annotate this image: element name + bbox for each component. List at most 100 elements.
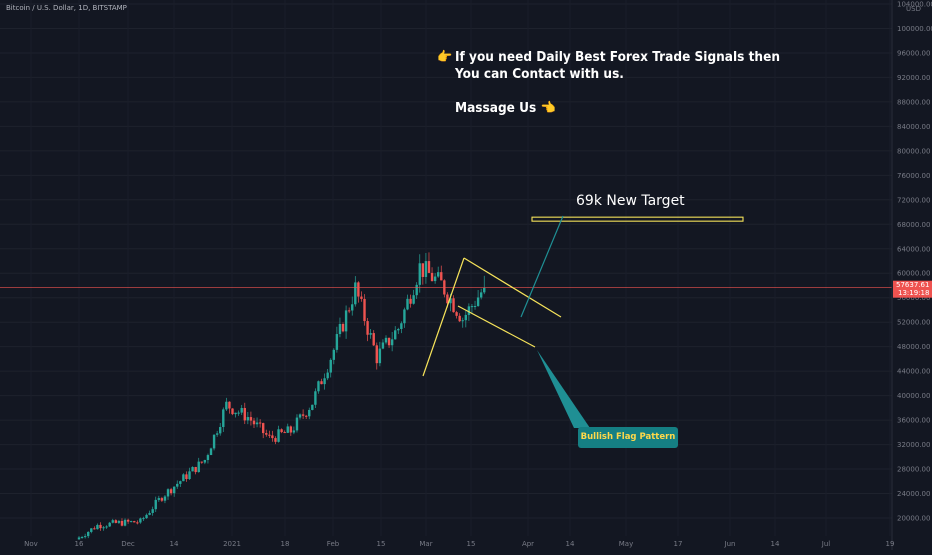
candle-body [83, 536, 87, 538]
candle-body [375, 345, 378, 364]
candle-body [338, 323, 342, 335]
candle-body [320, 381, 323, 385]
candle-body [400, 323, 403, 330]
candle-body [369, 333, 372, 335]
candle-body [412, 295, 415, 304]
time-tick-label: 2021 [223, 540, 241, 548]
candle-body [209, 448, 213, 456]
price-tick-label: 104000.00 [897, 1, 932, 9]
price-tick-label: 24000.00 [897, 490, 930, 498]
candle-body [421, 263, 425, 277]
candle-body [286, 426, 289, 433]
price-tick-label: 96000.00 [897, 49, 930, 57]
candle-body [243, 408, 246, 421]
candle-body [378, 348, 382, 364]
candle-body [301, 414, 305, 416]
candle-body [200, 461, 203, 463]
pointing-hand-icon: 👉 [437, 49, 453, 65]
candle-body [87, 531, 90, 537]
candle-body [77, 537, 81, 540]
time-tick-label: Feb [327, 540, 340, 548]
time-tick-label: 18 [281, 540, 290, 548]
candle-body [151, 509, 154, 513]
note-line-3: Massage Us [455, 100, 537, 116]
candle-body [123, 519, 127, 526]
candle-body [366, 321, 369, 335]
callout-pointer [537, 350, 590, 428]
candle-body [360, 296, 363, 299]
candle-body [314, 391, 317, 405]
candle-body [274, 438, 277, 442]
candle-body [249, 417, 253, 421]
time-tick-label: 14 [566, 540, 575, 548]
candle-body [203, 459, 207, 463]
candle-body [265, 433, 268, 435]
candle-body [467, 306, 471, 315]
candle-body [166, 489, 170, 497]
symbol-header: Bitcoin / U.S. Dollar, 1D, BITSTAMP [6, 4, 127, 12]
candle-body [483, 287, 486, 293]
price-tick-label: 92000.00 [897, 74, 930, 82]
candle-body [191, 466, 194, 472]
candle-body [452, 298, 455, 313]
price-tick-label: 56000.00 [897, 294, 930, 302]
candle-body [406, 298, 409, 310]
candle-body [222, 409, 225, 428]
candle-body [145, 514, 148, 519]
candle-body [418, 263, 421, 285]
candle-body [271, 435, 274, 439]
candle-body [323, 378, 326, 385]
price-tick-label: 32000.00 [897, 441, 930, 449]
candle-body [179, 481, 182, 484]
currency-label: USD [906, 5, 921, 13]
candle-body [387, 337, 391, 346]
candle-body [415, 284, 418, 296]
candle-body [240, 408, 243, 413]
candle-body [163, 496, 167, 501]
candle-body [129, 521, 133, 523]
target-box [531, 216, 744, 222]
candle-body [430, 272, 434, 282]
candle-body [384, 337, 388, 343]
candle-body [93, 528, 96, 530]
price-tick-label: 20000.00 [897, 515, 930, 523]
candle-body [136, 522, 139, 524]
candle-body [311, 404, 314, 410]
candle-body [292, 430, 296, 433]
candle-body [458, 315, 461, 322]
candle-body [455, 312, 458, 316]
chart-drawings [0, 215, 892, 428]
price-axis: 20000.00 24000.00 28000.00 32000.00 36000.00… [891, 0, 932, 550]
candle-body [335, 334, 339, 350]
candle-body [228, 401, 231, 409]
time-tick-label: Mar [419, 540, 432, 548]
price-tick-label: 84000.00 [897, 123, 930, 131]
price-tick-label: 48000.00 [897, 343, 930, 351]
pattern-callout[interactable]: Bullish Flag Pattern [578, 427, 678, 448]
candlestick-series [77, 252, 486, 540]
time-tick-label: 14 [170, 540, 179, 548]
time-tick-label: Nov [24, 540, 38, 548]
time-axis: Nov 16 Dec 14 2021 18 Feb 15 Mar 15 Apr 14 May 17 Jun 1… [24, 540, 894, 548]
candle-body [283, 432, 286, 434]
candle-body [212, 434, 216, 449]
candle-body [436, 272, 440, 277]
candle-body [363, 298, 366, 322]
candle-body [298, 414, 302, 418]
candle-body [142, 518, 145, 520]
candle-body [105, 526, 108, 528]
candle-body [231, 408, 234, 415]
time-tick-label: 17 [674, 540, 683, 548]
note-line-2: You can Contact with us. [455, 66, 624, 82]
candle-body [157, 498, 161, 500]
candle-body [185, 474, 188, 480]
price-tick-label: 52000.00 [897, 319, 930, 327]
candle-body [108, 522, 111, 527]
candle-body [194, 466, 197, 473]
time-tick-label: Jun [724, 540, 736, 548]
candle-body [304, 415, 308, 417]
candle-body [397, 329, 400, 331]
candle-body [479, 292, 483, 298]
